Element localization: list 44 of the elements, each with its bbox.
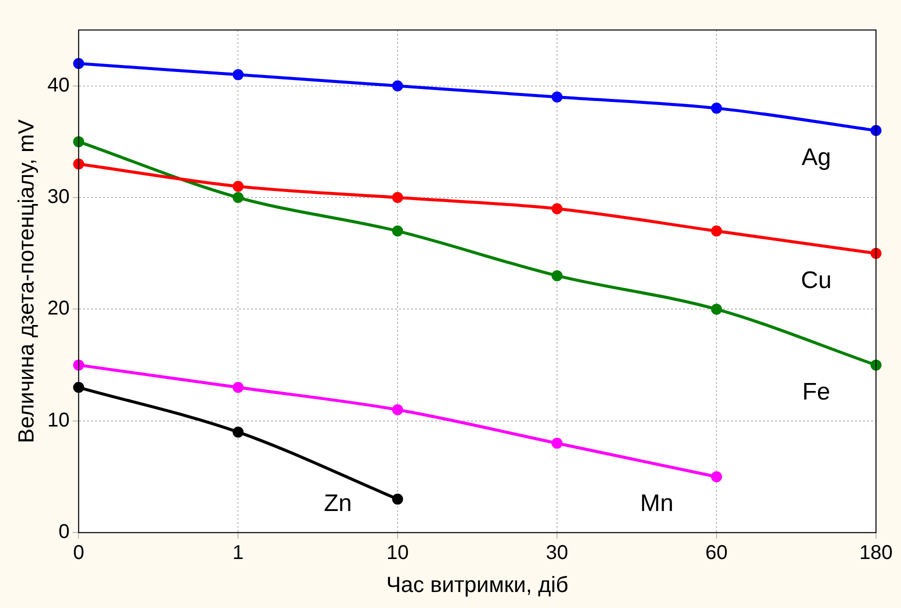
point xyxy=(711,471,722,482)
y-axis-title: Величина дзета-потенціалу, mV xyxy=(13,119,38,444)
point xyxy=(711,226,722,237)
y-tick-label: 0 xyxy=(58,521,70,544)
point xyxy=(552,203,563,214)
point xyxy=(232,180,244,192)
point xyxy=(232,69,244,80)
x-tick-label: 1 xyxy=(232,542,244,564)
y-tick-label: 10 xyxy=(47,409,70,432)
point xyxy=(711,304,722,315)
point xyxy=(73,136,84,148)
point xyxy=(392,80,404,92)
point xyxy=(73,58,84,70)
point xyxy=(711,102,722,114)
point xyxy=(552,270,563,282)
point xyxy=(870,248,882,259)
x-tick-label: 30 xyxy=(546,542,568,564)
x-tick-label: 10 xyxy=(386,542,409,564)
x-tick-label: 60 xyxy=(705,542,728,564)
x-tick-label: 0 xyxy=(73,542,84,564)
point xyxy=(392,404,404,416)
point xyxy=(392,494,404,505)
y-tick-label: 20 xyxy=(47,298,70,320)
point xyxy=(73,158,84,170)
series-label: Ag xyxy=(802,144,831,172)
series-label: Zn xyxy=(324,490,352,518)
series-label: Cu xyxy=(800,267,832,294)
point xyxy=(552,92,563,103)
point xyxy=(870,125,882,136)
y-tick-label: 40 xyxy=(47,74,70,96)
point xyxy=(552,438,563,449)
point xyxy=(232,192,244,204)
point xyxy=(232,426,244,438)
x-axis-title: Час витримки, діб xyxy=(386,572,568,597)
point xyxy=(232,382,244,393)
x-tick-label: 180 xyxy=(859,542,893,564)
point xyxy=(392,192,404,204)
series-label: Mn xyxy=(640,490,674,518)
point xyxy=(73,360,84,371)
point xyxy=(392,226,404,237)
y-tick-label: 30 xyxy=(47,186,70,208)
point xyxy=(73,382,84,393)
series-label: Fe xyxy=(802,378,830,406)
point xyxy=(870,360,882,371)
